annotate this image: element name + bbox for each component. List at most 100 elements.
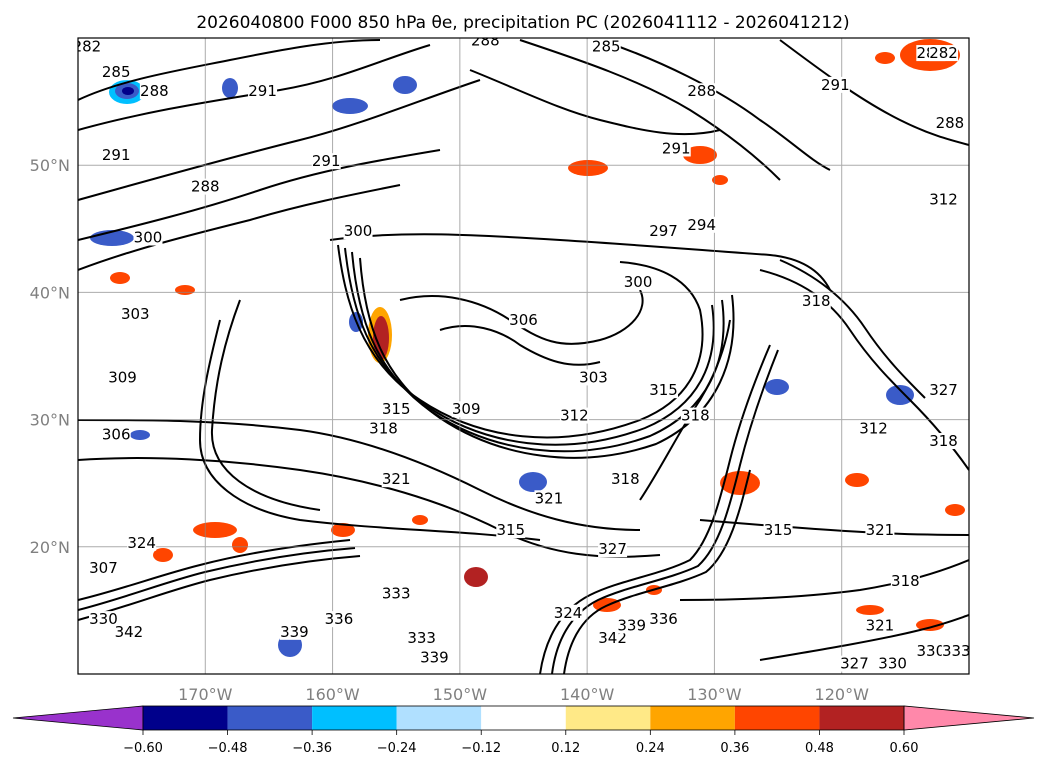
contour-label: 336 (649, 610, 679, 628)
contour-label-bg (381, 401, 411, 418)
precip-blob (916, 619, 944, 631)
contour-label-bg (859, 420, 889, 437)
contour-label: 315 (763, 521, 793, 539)
contour-label-bg (929, 433, 959, 450)
colorbar-segment (227, 706, 313, 730)
contour-line (599, 39, 831, 171)
contour-label-text: 342 (115, 623, 144, 641)
contour-label-text: 315 (649, 381, 678, 399)
contour-label: 330 (916, 642, 946, 660)
colorbar-tick-label: −0.36 (292, 741, 332, 756)
contour-label: 303 (579, 368, 609, 386)
contour-label-text: 342 (598, 629, 627, 647)
x-tick-label: 120°W (815, 685, 870, 704)
precip-blob (519, 472, 547, 492)
contour-label-bg (101, 426, 131, 443)
contour-label-text: 324 (127, 534, 156, 552)
contour-label: 324 (127, 534, 157, 552)
colorbar-segment (565, 706, 651, 730)
colorbar-tick-label: 0.12 (551, 741, 580, 756)
contour-label: 285 (101, 63, 131, 81)
colorbar-extend-min (12, 705, 144, 731)
contour-label: 291 (311, 152, 341, 170)
contour-line (779, 259, 926, 399)
contour-label-text: 312 (859, 419, 888, 437)
y-axis-ticks: 20°N 30°N 40°N 50°N (30, 156, 70, 557)
contour-label-bg (890, 572, 920, 589)
precip-blob (332, 98, 368, 114)
contour-label-bg (509, 312, 538, 329)
contour-label: 294 (687, 216, 717, 234)
contour-label: 291 (661, 139, 691, 157)
contour-line (329, 233, 831, 291)
contour-label-text: 312 (929, 190, 958, 208)
precip-blob (945, 504, 965, 516)
contour-label: 288 (190, 178, 220, 196)
contour-label-bg (311, 153, 341, 170)
colorbar-tick-label: −0.60 (123, 741, 163, 756)
contour-label-bg (451, 401, 481, 418)
contour-label: 342 (114, 623, 144, 641)
contour-line (78, 457, 661, 558)
x-tick-label: 130°W (687, 685, 742, 704)
theta-e-contours (78, 39, 969, 674)
contour-label-text: 288 (687, 82, 716, 100)
contour-label-text: 318 (802, 292, 831, 310)
contour-label-text: 300 (624, 273, 653, 291)
contour-label: 342 (598, 629, 628, 647)
x-tick-label: 140°W (560, 685, 615, 704)
contour-line (210, 299, 321, 511)
contour-label-bg (839, 655, 869, 672)
contour-label: 321 (865, 521, 895, 539)
contour-label-text: 309 (108, 368, 137, 386)
colorbar-segment (396, 706, 482, 730)
contour-label: 321 (381, 470, 411, 488)
x-axis-ticks: 170°W 160°W 150°W 140°W 130°W 120°W (178, 685, 869, 704)
contour-label: 300 (343, 222, 373, 240)
contour-label-text: 321 (535, 489, 564, 507)
contour-label: 336 (324, 610, 354, 628)
contour-label-bg (820, 76, 850, 93)
contour-label-bg (101, 146, 131, 163)
contour-label-text: 321 (382, 470, 411, 488)
contour-label-bg (88, 560, 118, 577)
contour-label-text: 312 (560, 407, 589, 425)
contour-line (439, 324, 601, 366)
contour-label-text: 333 (382, 585, 411, 603)
contour-label-bg (649, 223, 679, 240)
contour-label: 318 (680, 407, 710, 425)
contour-label-bg (680, 407, 710, 424)
contour-label-text: 288 (140, 82, 169, 100)
contour-label: 327 (929, 381, 959, 399)
contour-label-text: 318 (681, 407, 710, 425)
contour-label-bg (407, 630, 437, 647)
contour-label: 306 (509, 311, 538, 329)
contour-label: 339 (617, 616, 647, 634)
contour-label: 288 (687, 82, 717, 100)
contour-label-bg (108, 369, 138, 386)
contour-label-text: 309 (452, 400, 481, 418)
contour-label-text: 300 (134, 229, 163, 247)
contour-label-text: 300 (344, 222, 373, 240)
contour-label: 339 (419, 648, 449, 666)
contour-label-text: 315 (764, 521, 793, 539)
contour-label-text: 291 (248, 82, 277, 100)
contour-label-text: 282 (73, 38, 102, 56)
precip-blob (683, 146, 717, 164)
contour-label-bg (623, 274, 653, 291)
contour-label-bg (470, 38, 500, 49)
precip-blob (568, 160, 608, 176)
contour-label-bg (381, 585, 411, 602)
contour-label-bg (78, 38, 102, 55)
contour-label: 315 (496, 521, 526, 539)
contour-label-text: 291 (102, 146, 131, 164)
contour-label: 333 (381, 585, 411, 603)
contour-label-bg (801, 293, 831, 310)
colorbar-tick-label: 0.36 (720, 741, 749, 756)
contour-label: 306 (101, 426, 131, 444)
contour-label: 327 (598, 540, 628, 558)
contour-label: 300 (133, 229, 163, 247)
contour-line (78, 184, 401, 271)
contour-label-text: 297 (649, 222, 678, 240)
contour-label-text: 333 (942, 642, 971, 660)
